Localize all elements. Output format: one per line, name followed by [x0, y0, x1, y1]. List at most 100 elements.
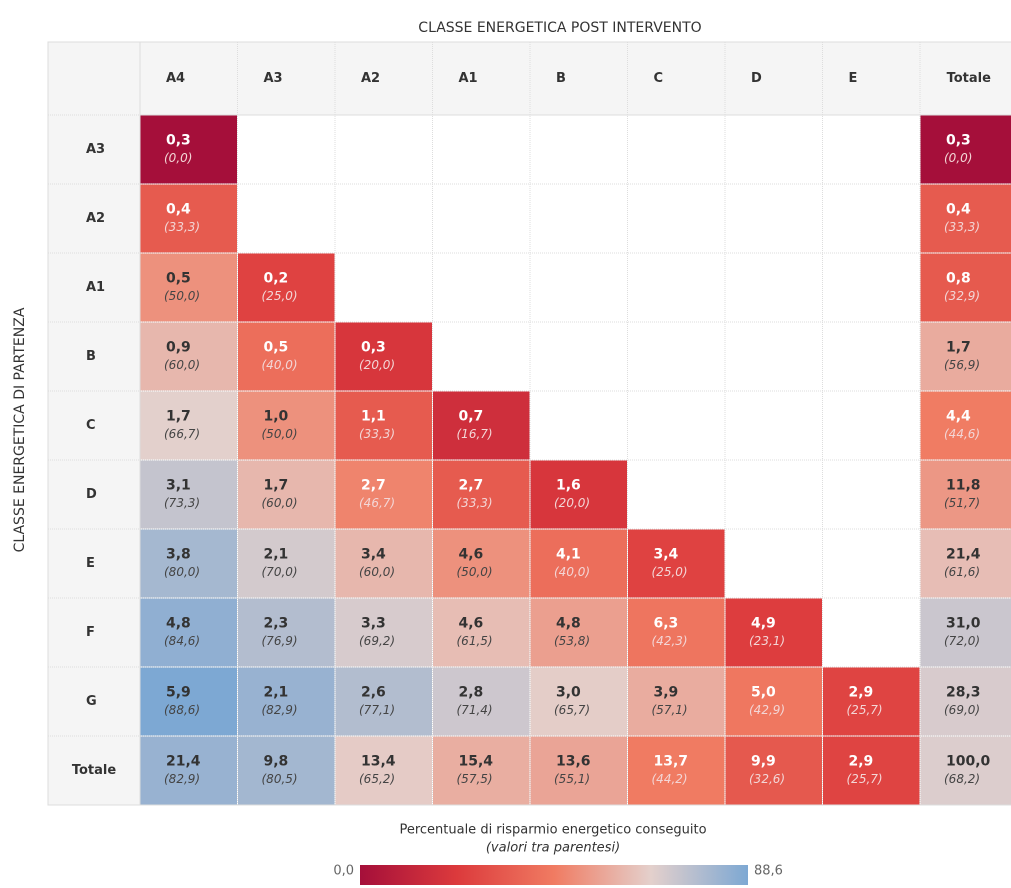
cell-value: 4,6	[459, 616, 484, 632]
cell-value: 0,4	[166, 202, 191, 218]
cell-savings: (60,0)	[359, 565, 395, 579]
cell-savings: (32,9)	[944, 289, 980, 303]
cell-savings: (33,3)	[359, 427, 395, 441]
cell-savings: (71,4)	[457, 703, 493, 717]
column-header: Totale	[947, 71, 992, 86]
cell-value: 0,3	[361, 340, 386, 356]
row-header: B	[86, 349, 96, 364]
row-header: C	[86, 418, 96, 433]
row-header: G	[86, 694, 97, 709]
heatmap-cell	[725, 598, 822, 667]
cell-savings: (25,7)	[847, 703, 883, 717]
heatmap-cell	[433, 460, 530, 529]
cell-savings: (88,6)	[164, 703, 200, 717]
cell-savings: (51,7)	[944, 496, 980, 510]
heatmap-cell	[920, 736, 1011, 805]
cell-value: 4,9	[751, 616, 776, 632]
heatmap-cell	[238, 322, 335, 391]
cell-value: 3,9	[654, 685, 679, 701]
cell-value: 2,7	[459, 478, 484, 494]
cell-value: 3,0	[556, 685, 581, 701]
cell-savings: (25,0)	[652, 565, 688, 579]
cell-savings: (60,0)	[262, 496, 298, 510]
heatmap-cell	[238, 598, 335, 667]
cell-value: 5,9	[166, 685, 191, 701]
cell-savings: (25,0)	[262, 289, 298, 303]
cell-savings: (25,7)	[847, 772, 883, 786]
cell-value: 31,0	[946, 616, 981, 632]
cell-savings: (40,0)	[554, 565, 590, 579]
column-header: C	[654, 71, 664, 86]
cell-savings: (0,0)	[164, 151, 192, 165]
cell-savings: (70,0)	[262, 565, 298, 579]
heatmap-cell	[140, 184, 237, 253]
cell-savings: (57,5)	[457, 772, 493, 786]
cell-savings: (60,0)	[164, 358, 200, 372]
heatmap-cell	[335, 460, 432, 529]
cell-savings: (55,1)	[554, 772, 590, 786]
cell-value: 21,4	[946, 547, 981, 563]
cell-savings: (82,9)	[262, 703, 298, 717]
cell-value: 0,3	[166, 133, 191, 149]
heatmap-cell	[920, 322, 1011, 391]
heatmap-cell	[140, 736, 237, 805]
cell-value: 0,2	[264, 271, 289, 287]
heatmap-cell	[238, 253, 335, 322]
cell-value: 6,3	[654, 616, 679, 632]
cell-savings: (40,0)	[262, 358, 298, 372]
column-header: E	[849, 71, 858, 86]
cell-value: 0,5	[264, 340, 289, 356]
heatmap-cell	[823, 667, 920, 736]
cell-savings: (50,0)	[164, 289, 200, 303]
row-header: A1	[86, 280, 105, 295]
heatmap-cell	[238, 529, 335, 598]
heatmap-cell	[238, 736, 335, 805]
heatmap-cell	[140, 322, 237, 391]
heatmap-cell	[238, 460, 335, 529]
cell-value: 2,7	[361, 478, 386, 494]
column-header: A3	[264, 71, 283, 86]
cell-value: 13,7	[654, 754, 689, 770]
heatmap-cell	[725, 736, 822, 805]
heatmap-cell	[920, 529, 1011, 598]
heatmap-cell	[628, 667, 725, 736]
cell-value: 0,8	[946, 271, 971, 287]
cell-value: 15,4	[459, 754, 494, 770]
row-header: E	[86, 556, 95, 571]
cell-savings: (69,0)	[944, 703, 980, 717]
colorbar-subtitle: (valori tra parentesi)	[486, 841, 620, 856]
cell-value: 9,8	[264, 754, 289, 770]
column-header: B	[556, 71, 566, 86]
cell-value: 13,6	[556, 754, 591, 770]
heatmap-cell	[335, 391, 432, 460]
heatmap-cell	[335, 322, 432, 391]
heatmap-cell	[823, 736, 920, 805]
cell-savings: (72,0)	[944, 634, 980, 648]
chart-title: CLASSE ENERGETICA POST INTERVENTO	[418, 20, 701, 36]
cell-value: 1,6	[556, 478, 581, 494]
heatmap-cell	[628, 598, 725, 667]
row-header: F	[86, 625, 95, 640]
cell-value: 13,4	[361, 754, 396, 770]
cell-value: 100,0	[946, 754, 991, 770]
heatmap-cell	[628, 529, 725, 598]
heatmap-cell	[433, 667, 530, 736]
cell-savings: (32,6)	[749, 772, 785, 786]
cell-value: 2,1	[264, 685, 289, 701]
heatmap-cell	[140, 667, 237, 736]
cell-value: 1,1	[361, 409, 386, 425]
heatmap-cell	[920, 598, 1011, 667]
cell-value: 4,1	[556, 547, 581, 563]
heatmap-cell	[238, 391, 335, 460]
cell-value: 2,3	[264, 616, 289, 632]
column-header: D	[751, 71, 762, 86]
cell-value: 2,6	[361, 685, 386, 701]
row-header: A3	[86, 142, 105, 157]
heatmap-cell	[140, 253, 237, 322]
heatmap-cell	[433, 598, 530, 667]
cell-value: 0,7	[459, 409, 484, 425]
cell-savings: (77,1)	[359, 703, 395, 717]
heatmap-cell	[140, 115, 237, 184]
cell-value: 4,4	[946, 409, 971, 425]
